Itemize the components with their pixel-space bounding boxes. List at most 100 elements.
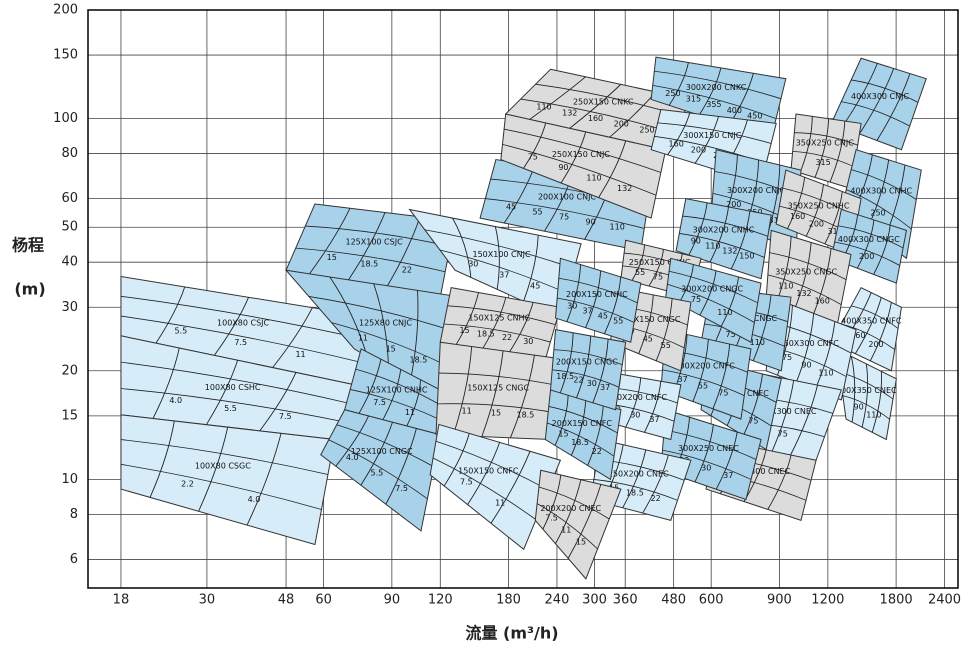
impeller-curve [490,451,531,524]
power-label: 22 [502,333,512,342]
head-curve [846,189,912,230]
impeller-curve [205,360,239,425]
impeller-curve [715,431,738,490]
x-tick-label: 600 [699,593,724,608]
region-name: 125X100 CSJC [345,238,403,247]
region-name: 250X150 CNJC [552,150,610,159]
x-tick-label: 2400 [928,593,961,608]
impeller-curve [385,216,421,288]
region-name: 100X80 CSJC [217,318,269,327]
y-tick-label: 200 [53,3,78,18]
impeller-curve [198,427,229,512]
impeller-curve [409,290,419,383]
impeller-curve [406,379,421,427]
power-label: 37 [649,415,659,424]
x-tick-label: 30 [199,593,216,608]
impeller-curve [213,297,249,356]
power-label: 315 [827,227,842,236]
impeller-curve [655,298,673,361]
power-label: 15 [491,408,501,417]
head-curve [669,270,758,304]
region-name: 350X300 CNEC [756,407,817,416]
head-curve [536,503,598,550]
impeller-curve [603,276,622,334]
region-name: 300X150 CNJC [683,131,741,140]
region-name: 300X200 CNKC [686,83,747,92]
head-curve [557,297,635,323]
power-label: 160 [790,212,805,221]
power-label: 15 [386,345,396,354]
impeller-curve [467,442,501,505]
power-label: 18.5 [516,411,534,420]
power-label: 200 [809,219,824,228]
power-label: 2.2 [181,479,194,488]
head-curve [546,422,615,457]
impeller-curve [360,422,393,486]
power-label: 37 [723,471,733,480]
power-label: 30 [567,302,577,311]
power-label: 110 [610,222,625,231]
impeller-curve [805,184,824,237]
power-label: 11 [561,526,571,535]
impeller-curve [858,68,895,135]
power-label: 200 [859,252,874,261]
impeller-curve [566,264,581,322]
power-label: 132 [796,289,811,298]
power-label: 22 [592,447,602,456]
power-label: 11 [358,333,368,342]
y-tick-label: 100 [53,111,78,126]
region: 400X300 CNGC 200 [830,208,908,284]
y-axis-label: 杨程 [12,236,44,255]
power-label: 75 [748,417,758,426]
power-label: 55 [698,382,708,391]
head-curve [682,215,768,237]
power-label: 75 [778,430,788,439]
region-name: 150X125 CNHC [468,314,530,323]
power-label: 110 [818,368,833,377]
power-label: 55 [635,268,645,277]
power-label: 132 [562,108,577,117]
impeller-curve [569,84,622,129]
region-name: 150X125 CNGC [467,383,529,392]
power-label: 90 [853,403,863,412]
impeller-curve [770,380,795,454]
impeller-curve [873,225,891,275]
impeller-curve [155,286,186,344]
power-label: 18.5 [410,356,428,365]
y-axis-unit: (m) [14,280,45,299]
power-label: 160 [850,331,865,340]
x-tick-label: 180 [496,593,521,608]
region-area [534,469,622,580]
power-label: 37 [582,307,592,316]
impeller-curve [585,270,602,328]
head-curve [552,369,620,388]
impeller-curve [335,415,369,467]
power-label: 75 [691,295,701,304]
impeller-curve [850,356,856,423]
impeller-curve [452,346,473,436]
power-label: 5.5 [224,404,237,413]
impeller-curve [529,76,586,120]
region: 150X125 CNHC 15 18.5 22 30 [439,287,562,361]
power-label: 90 [801,361,811,370]
impeller-curve [861,363,869,428]
power-label: 30 [523,337,533,346]
head-curve [485,198,645,229]
region-name: 150X100 CNJC [472,250,530,259]
region-name: 300X200 CNGC [681,285,743,294]
region-name: 300X300 CNEC [729,467,790,476]
head-curve [654,70,782,100]
power-label: 55 [532,207,542,216]
x-axis-label: 流量 (m³/h) [465,624,558,643]
impeller-curve [709,206,729,263]
region: 200X150 CNHC 30 37 45 55 [555,257,642,343]
head-curve [767,274,842,305]
impeller-curve [789,385,818,457]
power-label: 75 [528,153,538,162]
region: 200X150 CNGC 18.5 22 30 37 [549,329,627,411]
impeller-curve [856,219,875,269]
x-tick-label: 300 [582,593,607,608]
y-tick-label: 20 [61,363,78,378]
power-label: 250 [870,209,885,218]
